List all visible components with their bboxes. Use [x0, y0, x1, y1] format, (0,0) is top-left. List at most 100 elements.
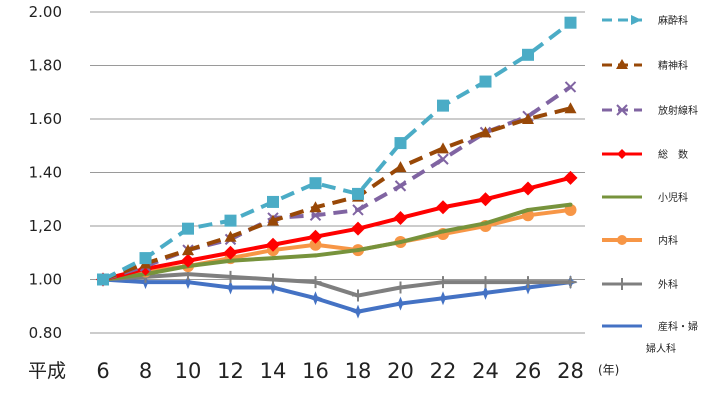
x-axis-unit-label: (年)	[598, 363, 619, 377]
data-point	[479, 276, 492, 289]
y-tick-label: 1.40	[29, 164, 62, 182]
data-point	[394, 180, 407, 192]
data-point	[478, 285, 493, 300]
data-point	[352, 204, 364, 216]
data-point	[522, 48, 534, 61]
legend-item-pediatrics: 小児科	[602, 191, 688, 204]
data-point	[393, 296, 408, 311]
data-point	[393, 210, 408, 225]
data-point	[436, 291, 450, 306]
data-point	[139, 252, 152, 265]
x-tick-label: 10	[175, 359, 202, 383]
y-tick-label: 1.60	[29, 110, 62, 128]
data-point	[441, 229, 445, 234]
data-point	[483, 221, 488, 226]
legend-item-anesthesiology: 麻酔科	[602, 14, 688, 27]
legend-label: 小児科	[658, 191, 688, 204]
x-tick-label: 18	[345, 359, 372, 383]
x-axis-ticks: 平成 (年) 6 8 10 12 14 16 18 20 22 24 26 28	[28, 359, 619, 383]
x-tick-label: 20	[387, 359, 414, 383]
legend-label: 麻酔科	[658, 14, 688, 27]
gridlines	[90, 11, 585, 334]
legend-label: 総 数	[658, 148, 688, 161]
data-point	[351, 221, 365, 236]
data-point	[479, 126, 492, 138]
legend-label: 外科	[658, 278, 678, 291]
data-point	[478, 192, 493, 207]
data-point	[182, 222, 194, 235]
data-point	[568, 202, 573, 207]
y-tick-label: 0.80	[29, 324, 62, 342]
data-point	[394, 137, 407, 150]
data-point	[266, 237, 280, 252]
legend-item-surgery: 外科	[602, 278, 678, 291]
data-point	[267, 273, 279, 286]
data-point	[437, 142, 449, 154]
y-tick-label: 1,20	[29, 217, 62, 235]
data-point	[309, 238, 322, 251]
data-point	[356, 248, 360, 253]
data-point	[267, 195, 279, 208]
data-point	[223, 280, 238, 295]
legend-label: 精神科	[658, 59, 688, 72]
legend-label: 産科・婦	[658, 320, 698, 333]
series-line	[102, 85, 572, 282]
series-line	[102, 106, 571, 282]
data-point	[308, 291, 323, 306]
x-tick-label: 26	[515, 359, 542, 383]
data-point	[522, 113, 534, 124]
x-axis-era-label: 平成	[28, 360, 66, 382]
legend-item-internal-medicine: 内科	[602, 234, 678, 247]
data-point	[437, 276, 449, 289]
data-point	[309, 276, 322, 289]
x-tick-label: 24	[472, 359, 499, 383]
x-tick-label: 8	[139, 359, 152, 383]
legend-label: 内科	[658, 234, 678, 247]
series-0	[97, 16, 577, 286]
data-point	[394, 281, 407, 294]
y-tick-label: 2.00	[29, 3, 62, 21]
y-tick-label: 1.80	[29, 57, 62, 75]
data-point	[436, 200, 450, 215]
data-point	[224, 270, 237, 283]
series-line	[102, 175, 571, 282]
legend-label-line2: 婦人科	[646, 342, 676, 355]
data-point	[526, 207, 530, 212]
y-axis-ticks: 0.80 1.00 1,20 1.40 1.60 1.80 2.00	[29, 3, 62, 342]
data-point	[313, 253, 318, 258]
data-point	[271, 256, 275, 261]
data-point	[437, 99, 449, 112]
data-point	[223, 245, 238, 260]
x-tick-label: 6	[96, 359, 109, 383]
data-point	[352, 187, 364, 200]
data-point	[564, 102, 577, 114]
legend-item-psychiatry: 精神科	[602, 59, 688, 72]
y-tick-label: 1.00	[29, 271, 62, 289]
data-point	[224, 214, 237, 227]
data-point	[266, 280, 280, 295]
data-point	[521, 181, 535, 196]
data-point	[564, 16, 577, 29]
data-point	[563, 170, 578, 185]
plot-area	[96, 16, 578, 319]
data-point	[181, 275, 195, 290]
legend-label: 放射線科	[658, 104, 698, 117]
legend: 麻酔科 精神科 放射線科 総 数 小児科 内科 外科	[602, 14, 698, 355]
data-point	[479, 75, 492, 88]
series-6	[97, 268, 577, 302]
data-point	[564, 276, 577, 289]
series-3	[96, 170, 578, 287]
data-point	[394, 161, 407, 173]
x-tick-label: 22	[430, 359, 457, 383]
data-point	[398, 240, 403, 245]
x-tick-label: 28	[557, 359, 584, 383]
data-point	[309, 201, 322, 213]
data-point	[308, 229, 323, 244]
x-tick-label: 16	[302, 359, 329, 383]
data-point	[182, 244, 194, 256]
legend-item-total: 総 数	[602, 148, 688, 161]
data-point	[181, 253, 195, 268]
data-point	[309, 177, 322, 190]
series-line	[102, 272, 571, 298]
